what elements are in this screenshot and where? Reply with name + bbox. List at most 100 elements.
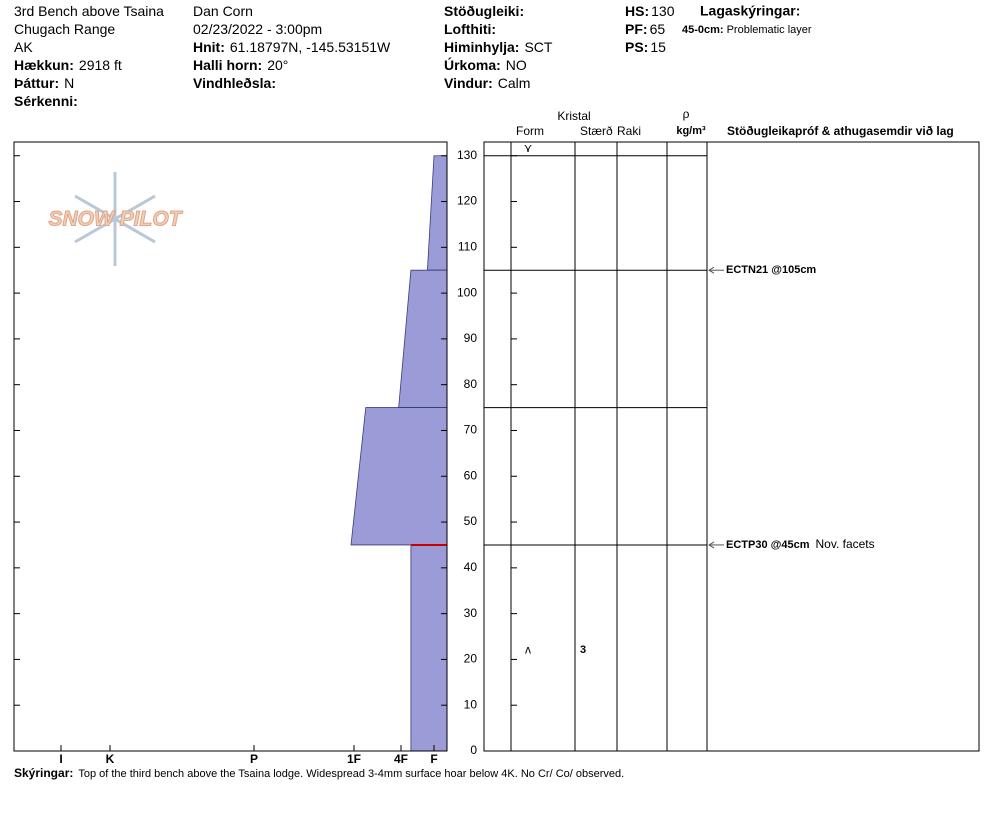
x-tick-label: K [106, 752, 115, 766]
header-value: 61.18797N, -145.53151W [230, 39, 391, 55]
column-header: Form [516, 124, 544, 138]
table-frame [483, 141, 980, 752]
header-field: 02/23/2022 - 3:00pm [193, 21, 322, 37]
header-field: Vindhleðsla: [193, 75, 276, 91]
x-tick-label: P [250, 752, 258, 766]
header-field: Sérkenni: [14, 93, 78, 109]
x-tick-label: 4F [394, 752, 408, 766]
test-label: ECTP30 @45cm [726, 539, 810, 551]
test-comment: Nov. facets [816, 537, 875, 551]
logo-snowflake [74, 172, 156, 266]
hardness-layer [398, 269, 448, 408]
y-tick-label: 120 [457, 194, 477, 208]
header-field: Lofthiti: [444, 21, 496, 37]
header-text: 3rd Bench above Tsaina [14, 3, 164, 19]
header-field: HS: 130 [625, 3, 675, 19]
footer-text: Top of the third bench above the Tsaina … [78, 768, 624, 780]
header-value: Calm [498, 75, 531, 91]
header-label: PF: [625, 21, 648, 37]
test-arrowhead [708, 266, 715, 274]
header-label: Vindhleðsla: [193, 75, 276, 91]
header-label: Úrkoma: [444, 56, 501, 73]
x-tick-label: F [430, 752, 437, 766]
y-tick-label: 40 [464, 560, 478, 574]
y-tick-label: 90 [464, 331, 478, 345]
column-header: Raki [617, 124, 641, 138]
header-label: PS: [625, 39, 648, 55]
x-tick-label: 1F [347, 752, 361, 766]
header-value: 2918 ft [79, 57, 122, 73]
header-field: Dan Corn [193, 3, 253, 19]
header-field: Vindur: Calm [444, 75, 530, 91]
legend-entry: 45-0cm: Problematic layer [682, 24, 812, 36]
header-value: NO [506, 57, 527, 73]
header-field: AK [14, 39, 33, 55]
column-header: ρ [683, 107, 690, 121]
y-tick-label: 100 [457, 285, 477, 299]
header-field: Hnit: 61.18797N, -145.53151W [193, 39, 391, 55]
header-text: Chugach Range [14, 21, 115, 37]
grain-form: ʌ [525, 642, 531, 656]
header-value: 130 [651, 3, 675, 19]
column-header: kg/m³ [676, 125, 706, 137]
x-tick-label: I [59, 752, 62, 766]
header-field: Þáttur: N [14, 75, 74, 91]
header-label: Þáttur: [14, 75, 59, 91]
y-tick-label: 70 [464, 423, 478, 437]
test-result: ECTN21 @105cm [726, 264, 816, 276]
logo: SNOW PILOT [49, 208, 184, 231]
header-text: AK [14, 39, 33, 55]
grain-form: ⋎ [524, 141, 533, 155]
test-arrowhead [708, 541, 715, 549]
header-label: Halli horn: [193, 57, 262, 73]
column-header: Kristal [557, 109, 590, 123]
footer-label: Skýringar: [14, 766, 73, 780]
grain-size: 3 [580, 644, 586, 656]
y-tick-label: 20 [464, 652, 478, 666]
test-label: ECTN21 @105cm [726, 264, 816, 276]
header-label: Hækkun: [14, 57, 74, 73]
header-value: N [64, 75, 74, 91]
header-field: Halli horn: 20° [193, 57, 288, 73]
legend-title: Lagaskýringar: [700, 3, 800, 19]
header-label: Himinhylja: [444, 39, 519, 55]
header-field: Úrkoma: NO [444, 56, 527, 73]
header-field: PS: 15 [625, 39, 666, 55]
header-value: 15 [650, 39, 666, 55]
header-field: Stöðugleiki: [444, 3, 524, 19]
header-value: SCT [524, 39, 552, 55]
header-field: Hækkun: 2918 ft [14, 57, 122, 73]
header-text: 02/23/2022 - 3:00pm [193, 21, 322, 37]
test-result: ECTP30 @45cm Nov. facets [726, 537, 875, 551]
header-text: Dan Corn [193, 3, 253, 19]
header-label: Hnit: [193, 39, 225, 55]
hardness-layer [350, 407, 448, 546]
header-field: PF: 65 [625, 21, 665, 37]
header-label: HS: [625, 3, 649, 19]
footer: Skýringar: Top of the third bench above t… [14, 766, 624, 780]
y-tick-label: 110 [458, 239, 477, 253]
header-field: Himinhylja: SCT [444, 39, 553, 55]
y-tick-label: 0 [470, 743, 477, 757]
y-tick-label: 30 [464, 606, 478, 620]
header-value: 65 [650, 21, 666, 37]
y-tick-label: 60 [464, 468, 478, 482]
header-field: Chugach Range [14, 21, 115, 37]
legend-range: 45-0cm: [682, 24, 724, 36]
header-label: Stöðugleiki: [444, 3, 524, 19]
hardness-layer [426, 155, 448, 271]
header-label: Lofthiti: [444, 21, 496, 37]
y-tick-label: 80 [464, 377, 478, 391]
column-header: Stærð [580, 124, 613, 138]
y-tick-label: 50 [464, 514, 478, 528]
column-header: Stöðugleikapróf & athugasemdir við lag [727, 124, 954, 138]
y-tick-label: 10 [464, 697, 478, 711]
y-tick-label: 130 [457, 148, 477, 162]
plot-frame [13, 141, 448, 752]
header-field: 3rd Bench above Tsaina [14, 3, 164, 19]
legend-text: Problematic layer [727, 24, 812, 36]
header-label: Vindur: [444, 75, 493, 91]
header-label: Sérkenni: [14, 93, 78, 109]
hardness-layer [410, 544, 448, 752]
